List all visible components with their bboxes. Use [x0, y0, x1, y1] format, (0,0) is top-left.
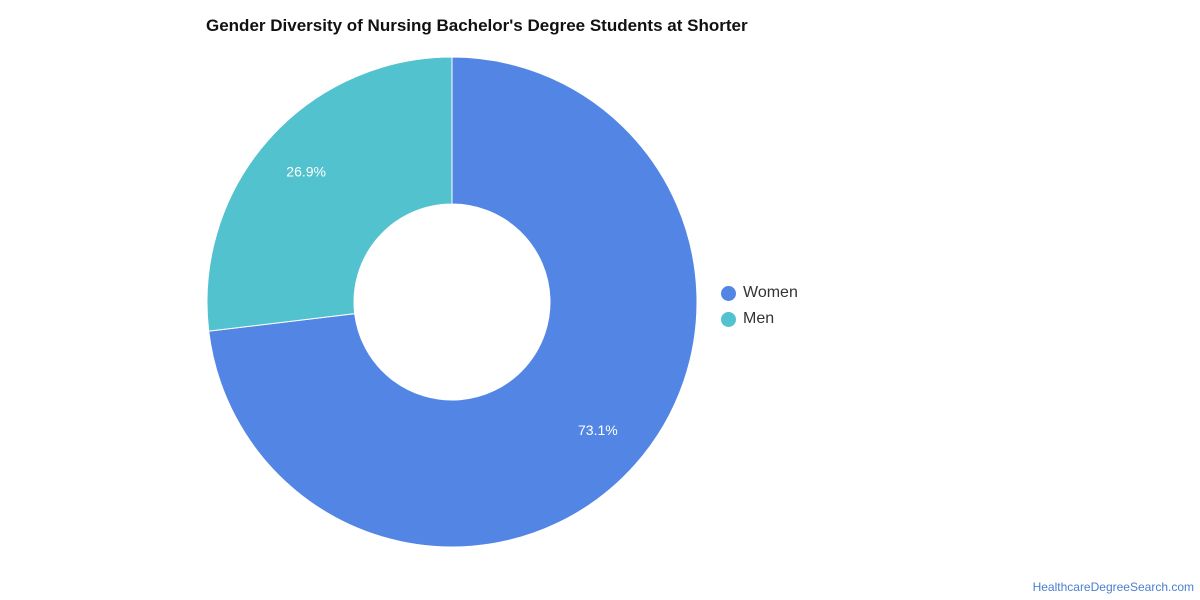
legend: Women Men [721, 280, 798, 332]
chart-title: Gender Diversity of Nursing Bachelor's D… [206, 16, 748, 35]
legend-label-women: Women [743, 284, 798, 301]
source-link[interactable]: HealthcareDegreeSearch.com [1032, 580, 1194, 594]
legend-label-men: Men [743, 310, 775, 327]
slice-label-men: 26.9% [286, 163, 326, 179]
slice-label-women: 73.1% [578, 422, 618, 438]
slice-men[interactable] [206, 56, 453, 332]
legend-item-men[interactable]: Men [721, 306, 798, 332]
legend-swatch-women [721, 285, 736, 301]
slice-women[interactable] [208, 56, 698, 548]
legend-swatch-men [721, 311, 736, 327]
legend-item-women[interactable]: Women [721, 280, 798, 306]
